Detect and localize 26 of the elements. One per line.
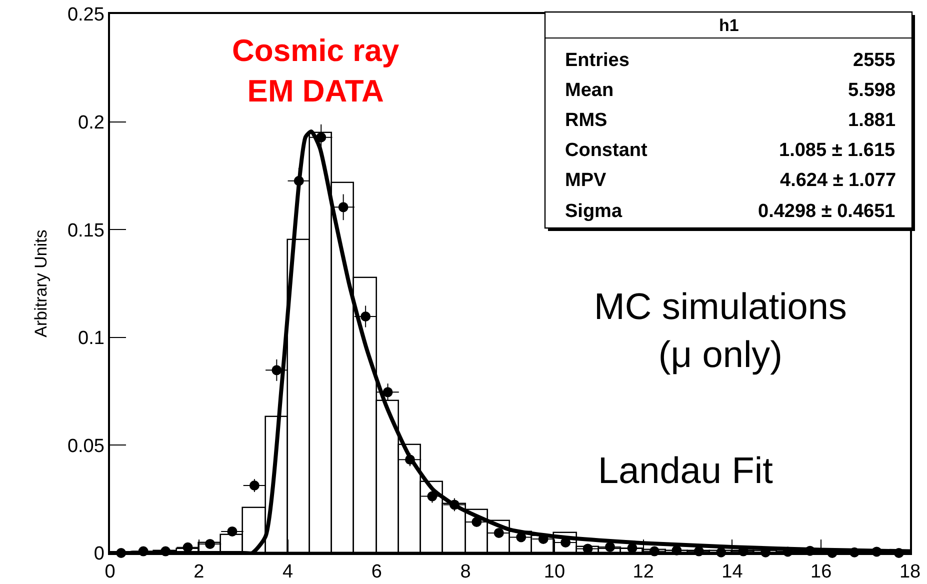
y-tick-label: 0.25 — [67, 4, 104, 26]
y-tick-label: 0.15 — [67, 220, 104, 242]
text: Entries 2555 — [565, 50, 896, 71]
x-tick-label: 14 — [722, 562, 744, 583]
text: MPV 4.624 ± 1.077 — [565, 170, 896, 191]
annotation: Landau Fit — [598, 450, 774, 491]
y-tick-label: 0 — [94, 544, 104, 565]
y-tick-label: 0.1 — [78, 328, 104, 350]
annotation: h1 — [719, 16, 739, 35]
y-tick-label: 0.2 — [78, 112, 104, 134]
x-tick-label: 18 — [899, 562, 921, 583]
x-tick-label: 12 — [632, 562, 654, 583]
text: Mean 5.598 — [565, 80, 896, 101]
y-axis-title: Arbitrary Units — [32, 230, 51, 338]
text: Sigma 0.4298 ± 0.4651 — [565, 201, 896, 222]
text: RMS 1.881 — [565, 110, 896, 131]
x-tick-label: 8 — [460, 562, 471, 583]
x-tick-label: 16 — [810, 562, 832, 583]
x-tick-label: 6 — [371, 562, 382, 583]
annotation: MC simulations (μ only) — [594, 286, 847, 376]
text: Constant 1.085 ± 1.615 — [565, 140, 896, 161]
x-tick-label: 10 — [544, 562, 566, 583]
annotation: Cosmic ray EM DATA — [232, 33, 400, 108]
x-tick-label: 4 — [282, 562, 294, 583]
x-tick-label: 2 — [194, 562, 204, 583]
y-tick-label: 0.05 — [67, 436, 104, 457]
